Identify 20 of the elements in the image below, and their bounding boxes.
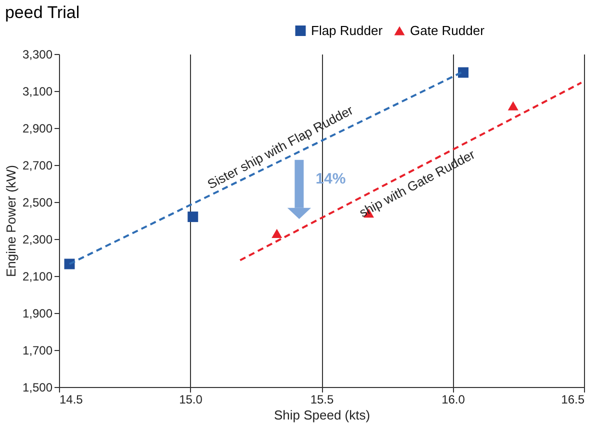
y-tick-label: 2,700	[22, 158, 53, 172]
y-tick-label: 2,100	[22, 270, 53, 284]
legend-label: Gate Rudder	[410, 22, 486, 38]
y-tick-label: 2,300	[22, 232, 53, 246]
y-tick-label: 2,900	[22, 122, 53, 136]
chart-title: peed Trial	[4, 3, 80, 22]
legend-label: Flap Rudder	[311, 22, 384, 38]
x-tick-label: 16.0	[442, 392, 466, 406]
x-axis-title: Ship Speed (kts)	[274, 408, 370, 422]
y-tick-label: 3,300	[22, 48, 53, 62]
y-tick-label: 1,900	[22, 306, 53, 320]
x-tick-label: 14.5	[60, 392, 84, 406]
y-tick-label: 2,500	[22, 196, 53, 210]
y-tick-label: 1,500	[22, 380, 53, 394]
x-tick-label: 15.5	[310, 392, 334, 406]
y-tick-label: 3,100	[22, 84, 53, 98]
x-tick-label: 15.0	[179, 392, 203, 406]
y-axis-title: Engine Power (kW)	[3, 165, 18, 277]
y-tick-label: 1,700	[22, 344, 53, 358]
x-tick-label: 16.5	[561, 392, 585, 406]
